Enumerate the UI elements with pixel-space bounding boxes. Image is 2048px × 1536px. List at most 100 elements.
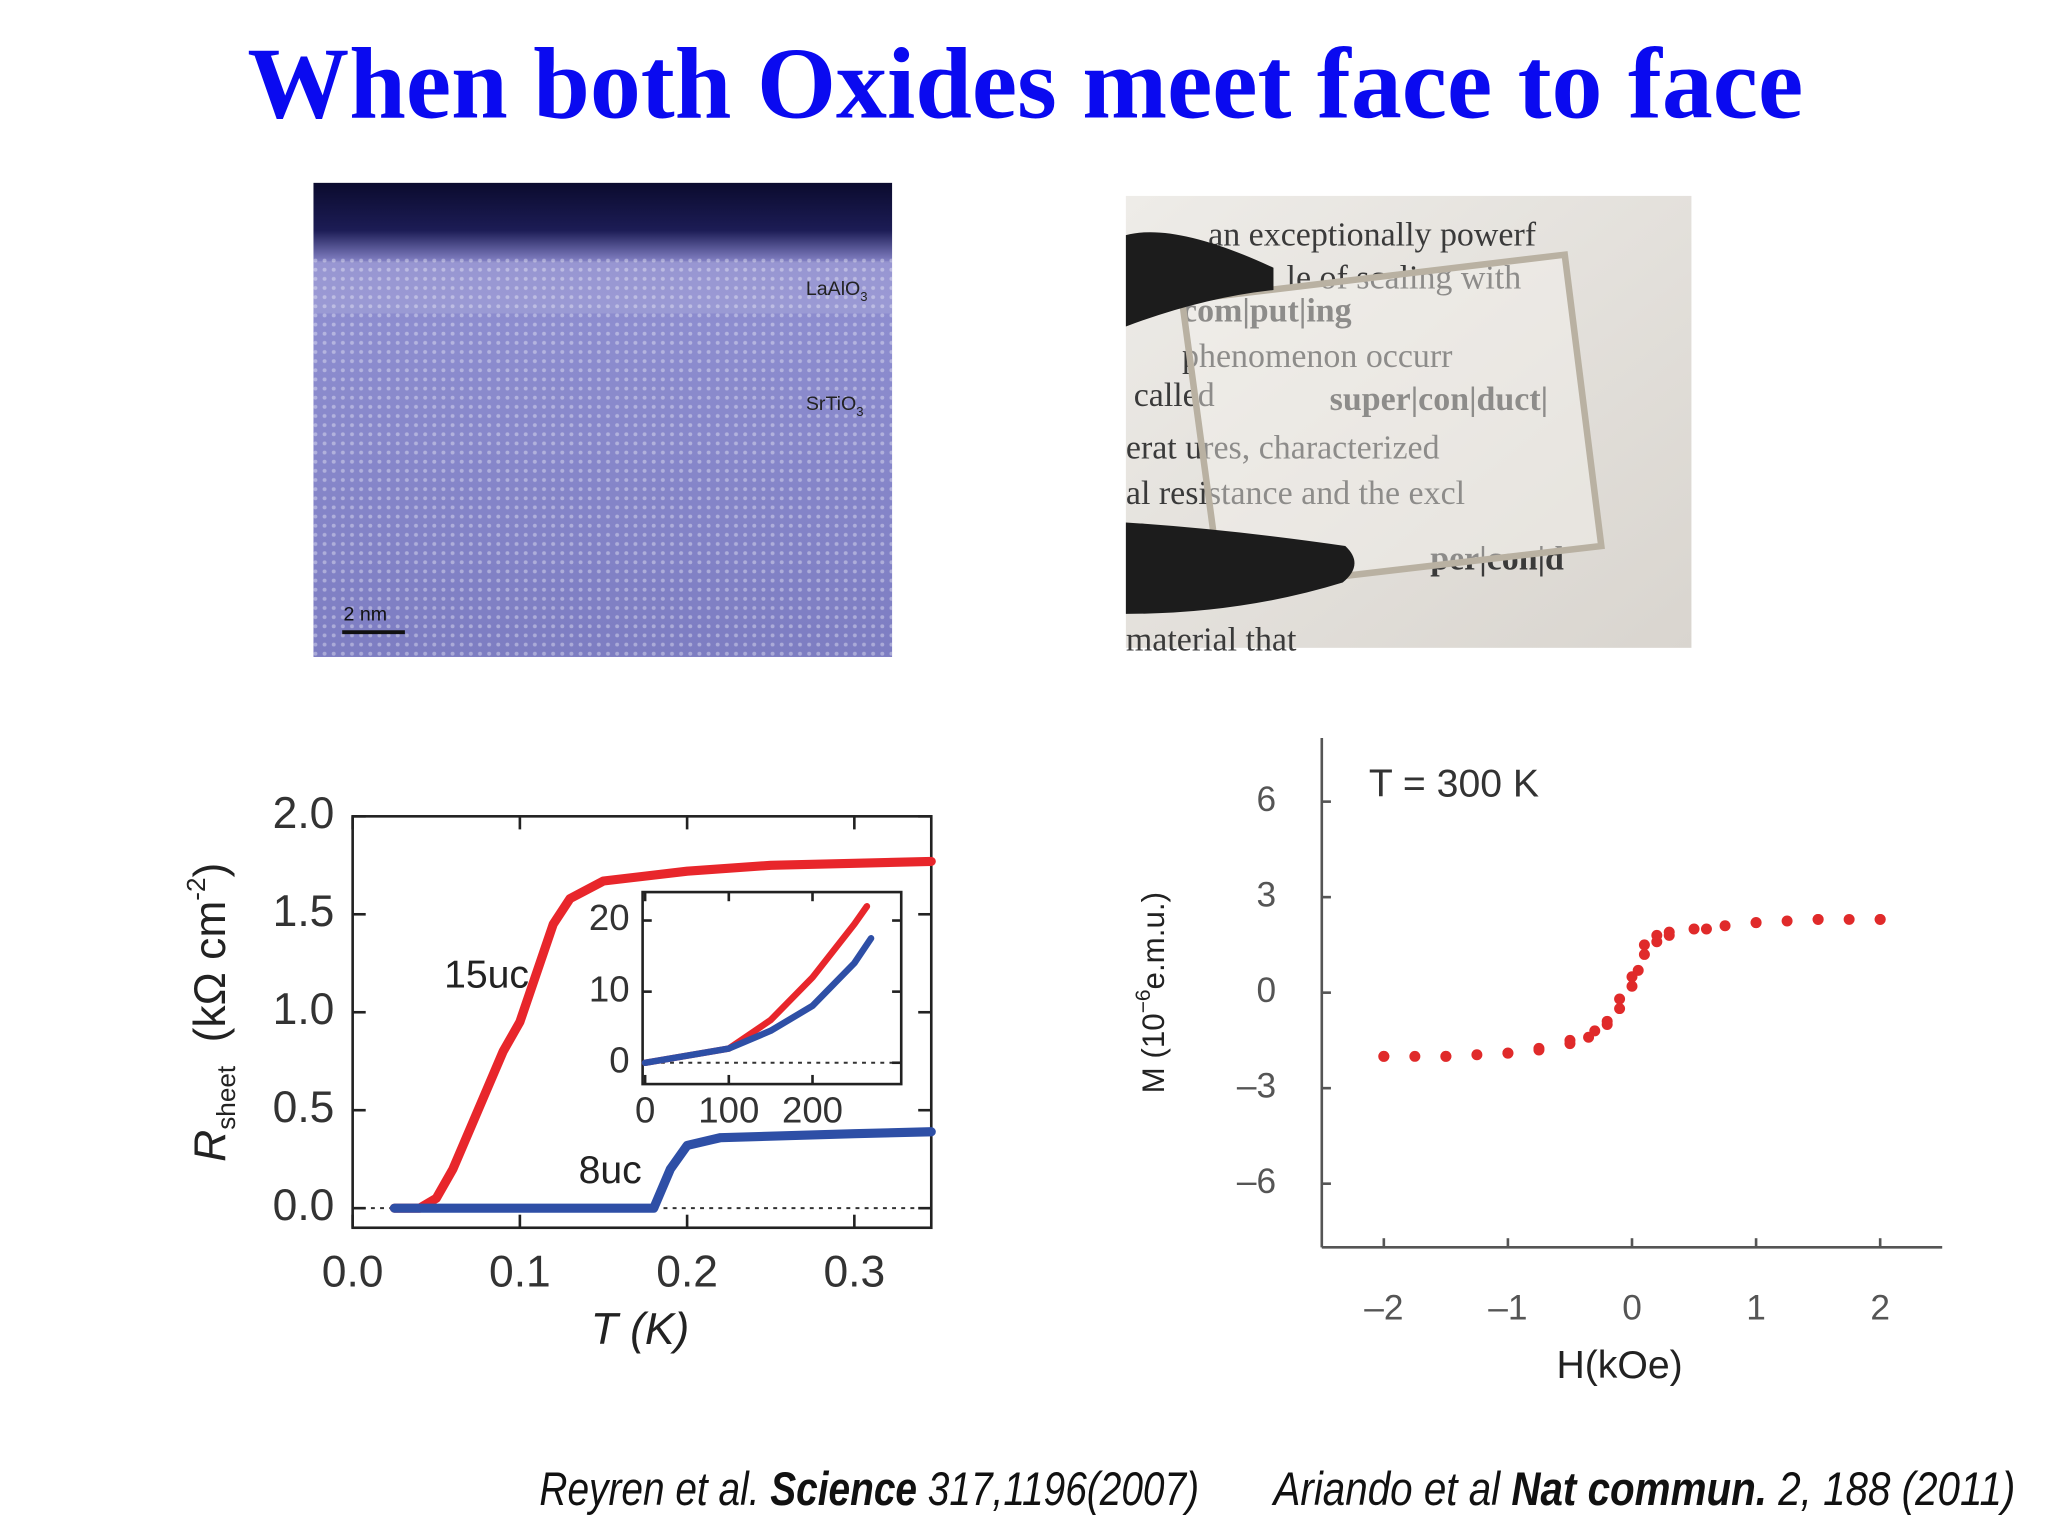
x-tick-label: 1 bbox=[1746, 1288, 1766, 1327]
photo-text-line: super|con|duct| bbox=[1330, 381, 1549, 418]
y-tick-label: 3 bbox=[1256, 875, 1276, 914]
photo-text-line: al resistance and the excl bbox=[1126, 475, 1465, 512]
data-point bbox=[1781, 915, 1793, 927]
citation: Ariando et alNat commun.2, 188 (2011) bbox=[1271, 1462, 2015, 1515]
citation-part: Nat commun. bbox=[1511, 1462, 1767, 1515]
glass-sample bbox=[1178, 251, 1605, 594]
x-tick-label: 0.3 bbox=[823, 1248, 885, 1297]
data-point bbox=[1409, 1050, 1421, 1062]
stem-label-text: LaAlO bbox=[806, 278, 860, 300]
x-tick-label: 0.0 bbox=[322, 1248, 384, 1297]
y-axis-label-part: ) bbox=[186, 863, 235, 878]
stem-image: LaAlO3 SrTiO3 2 nm bbox=[313, 182, 893, 657]
y-axis-label: Rsheet (kΩ cm-2) bbox=[181, 863, 241, 1162]
x-tick-label: 0 bbox=[635, 1089, 655, 1130]
y-tick-label: 1.0 bbox=[273, 985, 335, 1034]
y-axis-label-part: −6 bbox=[1132, 989, 1155, 1013]
data-point bbox=[1750, 917, 1762, 929]
y-tick-label: –3 bbox=[1237, 1066, 1276, 1105]
x-tick-label: 0.2 bbox=[656, 1248, 718, 1297]
x-tick-label: 100 bbox=[698, 1089, 759, 1130]
stem-label: LaAlO3 bbox=[806, 278, 868, 304]
data-point bbox=[1614, 1003, 1626, 1015]
photo-text-line: material that bbox=[1126, 621, 1297, 658]
data-point bbox=[1638, 948, 1650, 960]
y-tick-label: 0.0 bbox=[273, 1181, 335, 1230]
data-point bbox=[1533, 1042, 1545, 1054]
citation-part: 2, 188 (2011) bbox=[1777, 1462, 2015, 1515]
data-point bbox=[1874, 913, 1886, 925]
data-point bbox=[1663, 929, 1675, 941]
stem-interface bbox=[313, 261, 893, 314]
x-tick-label: 200 bbox=[782, 1089, 843, 1130]
stem-label-sub: 3 bbox=[860, 289, 867, 304]
y-tick-label: –6 bbox=[1237, 1162, 1276, 1201]
data-point bbox=[1502, 1047, 1514, 1059]
y-tick-label: 6 bbox=[1256, 780, 1276, 819]
y-axis-label-part: (kΩ cm bbox=[186, 901, 235, 1043]
y-tick-label: 0 bbox=[1256, 971, 1276, 1010]
y-axis-label-part: R bbox=[186, 1130, 235, 1162]
x-tick-label: 0 bbox=[1622, 1288, 1642, 1327]
charts: 0.0 0.1 0.2 0.3 0.0 0.5 1.0 1.5 2.0 15uc 8uc T (K) R… bbox=[181, 737, 1943, 1387]
data-point bbox=[1614, 993, 1626, 1005]
data-point bbox=[1378, 1050, 1390, 1062]
slide-title: When both Oxides meet face to face bbox=[247, 27, 1803, 140]
x-tick-label: –2 bbox=[1364, 1288, 1403, 1327]
citation-part: Ariando et al bbox=[1271, 1462, 1502, 1515]
x-axis-label: H(kOe) bbox=[1556, 1344, 1682, 1387]
data-point bbox=[1812, 913, 1824, 925]
y-tick-label: 2.0 bbox=[273, 789, 335, 838]
y-axis-label: M (10−6e.m.u.) bbox=[1132, 892, 1171, 1093]
y-tick-label: 20 bbox=[589, 897, 630, 938]
data-point bbox=[1564, 1034, 1576, 1046]
y-tick-label: 10 bbox=[589, 968, 630, 1009]
citation: Reyren et al.Science317,1196(2007) bbox=[539, 1462, 1199, 1515]
y-axis-label-part: sheet bbox=[211, 1065, 241, 1130]
photo-text-line: an exceptionally powerf bbox=[1208, 217, 1537, 254]
data-line bbox=[389, 1127, 936, 1213]
data-point bbox=[1589, 1025, 1601, 1037]
y-tick-label: 0 bbox=[609, 1039, 629, 1080]
x-tick-label: 0.1 bbox=[489, 1248, 551, 1297]
data-point bbox=[1626, 980, 1638, 992]
scale-bar-label: 2 nm bbox=[344, 603, 388, 625]
data-point bbox=[1626, 971, 1638, 983]
data-line bbox=[389, 856, 936, 1213]
y-tick-label: 1.5 bbox=[273, 887, 335, 936]
series-label: 15uc bbox=[444, 953, 529, 996]
x-tick-label: 2 bbox=[1870, 1288, 1890, 1327]
y-axis-label-part: M (10 bbox=[1136, 1013, 1171, 1093]
annotation: T = 300 K bbox=[1369, 763, 1539, 806]
data-point bbox=[1638, 939, 1650, 951]
y-axis-label-part: -2 bbox=[181, 877, 211, 900]
photo-text-line: called bbox=[1134, 377, 1215, 414]
data-line bbox=[641, 935, 875, 1067]
x-axis-label: T (K) bbox=[591, 1305, 690, 1354]
y-tick-label: 0.5 bbox=[273, 1083, 335, 1132]
data-point bbox=[1688, 923, 1700, 935]
stem-label: SrTiO3 bbox=[806, 393, 864, 419]
citation-part: Science bbox=[770, 1462, 917, 1515]
data-point bbox=[1440, 1050, 1452, 1062]
data-point bbox=[1843, 913, 1855, 925]
photo-text-line: phenomenon occurr bbox=[1182, 338, 1452, 375]
citation-part: 317,1196(2007) bbox=[928, 1462, 1199, 1515]
stem-label-sub: 3 bbox=[856, 404, 863, 419]
data-point bbox=[1719, 920, 1731, 932]
series-label: 8uc bbox=[579, 1149, 642, 1192]
y-axis-label-part: e.m.u.) bbox=[1136, 892, 1171, 990]
tweezer bbox=[1125, 522, 1355, 614]
citation-part: Reyren et al. bbox=[539, 1462, 759, 1515]
tweezer bbox=[1125, 232, 1274, 327]
stem-label-text: SrTiO bbox=[806, 393, 856, 415]
x-tick-label: –1 bbox=[1488, 1288, 1527, 1327]
data-point bbox=[1700, 923, 1712, 935]
data-point bbox=[1651, 936, 1663, 948]
photo-text-line: erat ures, characterized bbox=[1126, 429, 1440, 466]
data-point bbox=[1601, 1015, 1613, 1027]
